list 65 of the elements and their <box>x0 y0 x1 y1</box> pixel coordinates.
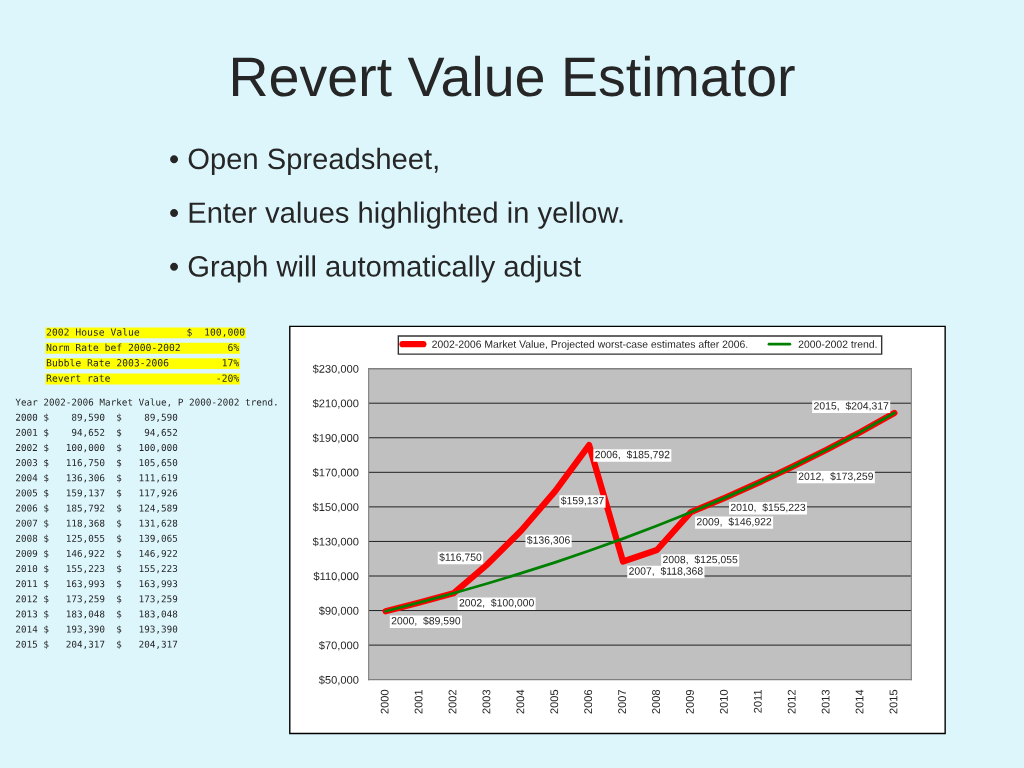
data-label: 2012, $173,259 <box>798 472 873 482</box>
text: 2007 $ 118,368 $ 131,628 <box>16 519 178 528</box>
text: 2006 $ 185,792 $ 124,589 <box>16 504 178 513</box>
data-label: 2007, $118,368 <box>629 566 703 576</box>
y-tick-label: $130,000 <box>312 537 359 547</box>
y-tick-label: $50,000 <box>318 675 359 686</box>
x-tick-label: 2006 <box>584 689 593 714</box>
legend-label: 2002-2006 Market Value, Projected worst-case estimates after 2006. <box>432 340 748 350</box>
text: 2004 $ 136,306 $ 111,619 <box>16 474 178 483</box>
text: • Enter values highlighted in yellow. <box>170 201 623 229</box>
x-tick-label: 2014 <box>855 689 864 714</box>
y-tick-label: $110,000 <box>313 571 359 582</box>
x-tick-label: 2002 <box>448 689 457 714</box>
text: Revert rate -20% <box>46 374 240 382</box>
data-label: 2015, $204,317 <box>814 401 889 411</box>
text: 2013 $ 183,048 $ 183,048 <box>16 610 178 619</box>
text: Bubble Rate 2003-2006 17% <box>46 358 240 367</box>
data-label: $116,750 <box>439 553 482 563</box>
data-label: 2002, $100,000 <box>459 598 534 608</box>
text: 2001 $ 94,652 $ 94,652 <box>16 428 178 438</box>
text: • Open Spreadsheet, <box>170 147 438 176</box>
text: 2005 $ 159,137 $ 117,926 <box>16 489 178 498</box>
text: 2010 $ 155,223 $ 155,223 <box>16 564 178 574</box>
y-tick-label: $230,000 <box>312 364 359 375</box>
x-tick-label: 2000 <box>380 689 389 714</box>
x-tick-label: 2015 <box>889 689 898 714</box>
y-tick-label: $70,000 <box>318 640 359 651</box>
text: • Graph will automatically adjust <box>170 255 581 283</box>
text: 2009 $ 146,922 $ 146,922 <box>16 549 178 559</box>
text: 2002 $ 100,000 $ 100,000 <box>16 443 178 453</box>
text: Norm Rate bef 2000-2002 6% <box>46 343 240 352</box>
y-tick-label: $170,000 <box>312 468 359 478</box>
data-label: 2000, $89,590 <box>391 616 461 626</box>
data-label: 2009, $146,922 <box>696 517 772 527</box>
text: 2002 House Value $ 100,000 <box>46 328 245 338</box>
text: Year 2002-2006 Market Value, P 2000-2002 trend. <box>15 398 277 407</box>
x-tick-label: 2003 <box>482 689 491 714</box>
x-tick-label: 2012 <box>787 689 796 714</box>
y-tick-label: $210,000 <box>312 399 359 409</box>
data-label: $159,137 <box>560 496 604 506</box>
x-tick-label: 2005 <box>550 689 559 714</box>
chart-title: Revert Value Estimator <box>233 55 795 97</box>
data-label: 2010, $155,223 <box>730 503 806 513</box>
y-tick-label: $150,000 <box>312 502 359 513</box>
text: 2003 $ 116,750 $ 105,650 <box>16 458 178 468</box>
text: 2008 $ 125,055 $ 139,065 <box>16 534 178 544</box>
text: 2000 $ 89,590 $ 89,590 <box>16 413 178 422</box>
text: 2015 $ 204,317 $ 204,317 <box>16 640 178 649</box>
x-tick-label: 2008 <box>652 689 660 714</box>
y-tick-label: $90,000 <box>318 606 359 617</box>
text: 2011 $ 163,993 $ 163,993 <box>16 579 178 589</box>
data-label: $136,306 <box>526 535 570 545</box>
x-tick-label: 2004 <box>516 689 525 714</box>
x-tick-label: 2011 <box>753 689 762 713</box>
data-label: 2006, $185,792 <box>595 450 670 460</box>
text: 2014 $ 193,390 $ 193,390 <box>16 625 178 634</box>
x-tick-label: 2009 <box>685 689 694 714</box>
x-tick-label: 2013 <box>821 689 830 714</box>
y-tick-label: $190,000 <box>312 433 359 444</box>
text: 2012 $ 173,259 $ 173,259 <box>16 595 178 604</box>
legend-label: 2000-2002 trend. <box>798 340 877 348</box>
x-tick-label: 2007 <box>618 689 627 714</box>
data-label: 2008, $125,055 <box>663 555 738 565</box>
x-tick-label: 2001 <box>414 689 423 714</box>
x-tick-label: 2010 <box>719 689 728 714</box>
